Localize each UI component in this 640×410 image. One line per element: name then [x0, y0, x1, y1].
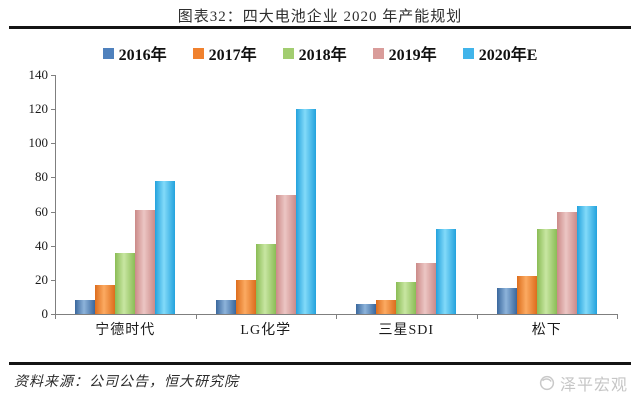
bar-2017年-宁德时代 [95, 284, 116, 314]
legend-marker-icon [102, 47, 114, 59]
legend-entry-2018年: 2018年 [282, 41, 347, 65]
y-tick-label: 100 [28, 135, 49, 151]
footer-divider [9, 362, 631, 365]
bar-2018年-松下 [536, 228, 557, 314]
legend-label: 2019年 [388, 47, 437, 64]
y-tick-label: 20 [35, 271, 48, 287]
legend-marker-icon [372, 47, 384, 59]
legend-entry-2016年: 2016年 [102, 41, 167, 65]
legend-entry-2017年: 2017年 [192, 41, 257, 65]
bar-2016年-LG化学 [215, 300, 236, 314]
bar-2018年-宁德时代 [115, 252, 136, 314]
bar-2019年-三星SDI [416, 262, 437, 314]
legend-marker-icon [282, 47, 294, 59]
x-tick [336, 314, 337, 319]
legend-label: 2016年 [118, 47, 167, 64]
bar-2020年E-LG化学 [295, 109, 316, 314]
y-tick [51, 143, 55, 145]
legend-label: 2020年E [478, 47, 538, 64]
y-tick [51, 279, 55, 281]
legend-label: 2018年 [298, 47, 347, 64]
bar-2016年-三星SDI [356, 303, 377, 314]
y-tick [51, 211, 55, 213]
y-tick [51, 109, 55, 111]
x-category-label: LG化学 [240, 323, 292, 338]
y-tick-label: 140 [28, 67, 49, 82]
bar-2020年E-三星SDI [436, 228, 457, 314]
legend-label: 2017年 [208, 47, 257, 64]
bar-2018年-三星SDI [396, 281, 417, 314]
x-tick [476, 314, 478, 319]
source-note: 资料来源：公司公告，恒大研究院 [14, 375, 239, 390]
y-tick [51, 75, 55, 76]
chart-legend: 2016年 2017年 2018年 2019年 2020年E [0, 41, 640, 65]
chart-title: 图表32：四大电池企业 2020 年产能规划 [177, 9, 463, 25]
y-tick-label: 0 [41, 306, 49, 321]
x-tick [195, 314, 197, 319]
bar-2020年E-松下 [576, 206, 597, 314]
bar-2016年-松下 [496, 288, 517, 314]
y-tick-label: 40 [35, 237, 48, 253]
bar-2017年-三星SDI [376, 300, 397, 314]
bar-2019年-宁德时代 [135, 209, 156, 314]
bar-2018年-LG化学 [255, 244, 276, 314]
legend-entry-2020年E: 2020年E [462, 41, 538, 65]
legend-entry-2019年: 2019年 [372, 41, 437, 65]
x-tick [617, 314, 618, 319]
bar-2017年-松下 [516, 276, 537, 314]
watermark: 泽平宏观 [538, 371, 628, 395]
title-divider [9, 26, 631, 29]
x-tick [55, 314, 56, 319]
x-category-label: 松下 [531, 323, 562, 338]
y-tick [51, 177, 55, 179]
y-tick-label: 80 [35, 169, 48, 185]
bar-2020年E-宁德时代 [155, 180, 176, 314]
bar-2019年-LG化学 [275, 194, 296, 314]
y-tick-label: 120 [28, 101, 49, 117]
bar-2016年-宁德时代 [75, 300, 96, 314]
x-category-label: 宁德时代 [95, 323, 156, 338]
bar-2019年-松下 [556, 211, 577, 314]
y-tick [51, 314, 55, 315]
zeping-logo-icon [538, 374, 556, 392]
x-category-label: 三星SDI [378, 323, 435, 338]
bar-2017年-LG化学 [235, 279, 256, 314]
y-tick-label: 60 [35, 203, 48, 219]
legend-marker-icon [462, 47, 474, 59]
watermark-label: 泽平宏观 [559, 377, 628, 394]
legend-marker-icon [192, 47, 204, 59]
y-axis-line [55, 75, 56, 314]
y-tick [51, 245, 55, 247]
